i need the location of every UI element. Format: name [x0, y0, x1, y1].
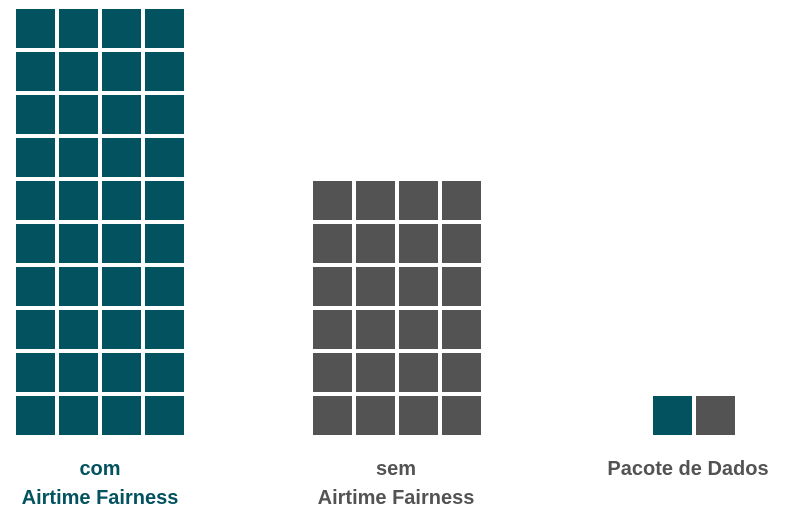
packet-block	[16, 52, 55, 91]
legend-label: Pacote de Dados	[584, 455, 792, 484]
packet-block	[102, 181, 141, 220]
packet-block	[356, 310, 395, 349]
packet-block	[16, 267, 55, 306]
packet-block	[102, 396, 141, 435]
packet-block	[102, 9, 141, 48]
packet-block	[356, 224, 395, 263]
packet-block	[399, 224, 438, 263]
packet-block	[145, 138, 184, 177]
packet-block	[102, 353, 141, 392]
packet-block	[399, 267, 438, 306]
column-with-airtime-fairness	[16, 9, 184, 435]
packet-block	[16, 224, 55, 263]
label-without-line2: Airtime Fairness	[317, 487, 475, 509]
packet-block	[145, 310, 184, 349]
packet-block	[16, 9, 55, 48]
packet-block	[442, 310, 481, 349]
packet-block	[59, 9, 98, 48]
legend-swatch-with	[653, 396, 692, 435]
packet-block	[59, 396, 98, 435]
packet-block	[145, 396, 184, 435]
legend-label-text: Pacote de Dados	[607, 458, 769, 480]
packet-block	[399, 353, 438, 392]
packet-block	[59, 181, 98, 220]
packet-block	[102, 224, 141, 263]
label-without-airtime-fairness: sem Airtime Fairness	[296, 455, 496, 513]
legend-data-packet	[653, 396, 735, 435]
packet-block	[313, 224, 352, 263]
packet-block	[59, 52, 98, 91]
legend-swatch-without	[696, 396, 735, 435]
packet-block	[145, 95, 184, 134]
packet-block	[356, 353, 395, 392]
packet-block	[442, 181, 481, 220]
packet-block	[16, 181, 55, 220]
packet-block	[313, 181, 352, 220]
packet-block	[356, 267, 395, 306]
packet-block	[145, 181, 184, 220]
packet-block	[59, 310, 98, 349]
packet-block	[313, 396, 352, 435]
packet-block	[16, 310, 55, 349]
packet-block	[145, 52, 184, 91]
packet-block	[102, 95, 141, 134]
packet-block	[59, 138, 98, 177]
label-without-line1: sem	[375, 458, 417, 480]
packet-block	[102, 52, 141, 91]
packet-block	[59, 224, 98, 263]
packet-block	[313, 310, 352, 349]
packet-block	[313, 353, 352, 392]
label-with-line2: Airtime Fairness	[21, 487, 179, 509]
packet-block	[442, 396, 481, 435]
label-with-airtime-fairness: com Airtime Fairness	[0, 455, 200, 513]
packet-block	[16, 353, 55, 392]
packet-block	[145, 353, 184, 392]
packet-block	[313, 267, 352, 306]
packet-block	[102, 310, 141, 349]
packet-block	[356, 396, 395, 435]
packet-block	[442, 224, 481, 263]
packet-block	[102, 138, 141, 177]
packet-block	[16, 396, 55, 435]
packet-block	[16, 95, 55, 134]
packet-block	[145, 267, 184, 306]
packet-block	[16, 138, 55, 177]
packet-block	[59, 95, 98, 134]
packet-block	[102, 267, 141, 306]
packet-block	[399, 396, 438, 435]
packet-block	[59, 267, 98, 306]
packet-block	[356, 181, 395, 220]
packet-block	[442, 267, 481, 306]
packet-block	[399, 181, 438, 220]
packet-block	[399, 310, 438, 349]
packet-block	[145, 9, 184, 48]
packet-block	[59, 353, 98, 392]
column-without-airtime-fairness	[313, 181, 481, 435]
packet-block	[145, 224, 184, 263]
packet-block	[442, 353, 481, 392]
label-with-line1: com	[79, 458, 121, 480]
